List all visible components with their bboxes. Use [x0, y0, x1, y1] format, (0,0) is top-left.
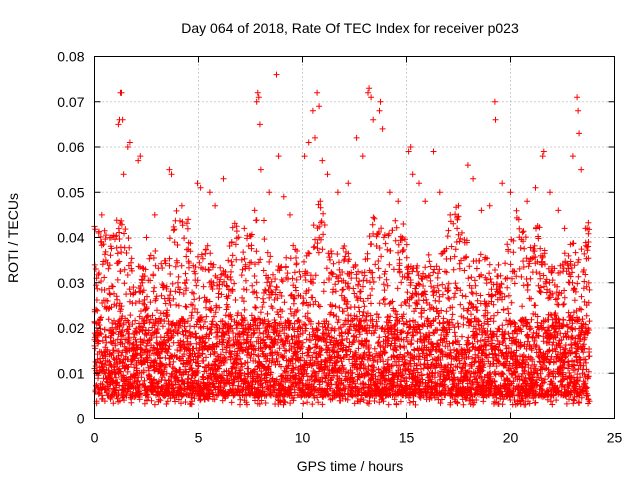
x-tick-label: 15	[399, 430, 415, 446]
y-tick-label: 0.06	[57, 139, 84, 155]
y-tick-label: 0	[77, 411, 85, 427]
y-axis-label: ROTI / TECUs	[5, 193, 21, 283]
x-axis-label: GPS time / hours	[297, 458, 404, 474]
y-tick-label: 0.03	[57, 275, 84, 291]
x-tick-label: 25	[607, 430, 623, 446]
y-tick-label: 0.01	[57, 365, 84, 381]
data-points	[91, 71, 593, 408]
x-tick-label: 10	[295, 430, 311, 446]
y-tick-label: 0.08	[57, 49, 84, 65]
x-tick-label: 5	[195, 430, 203, 446]
y-tick-label: 0.07	[57, 94, 84, 110]
chart-title: Day 064 of 2018, Rate Of TEC Index for r…	[181, 20, 519, 36]
y-tick-label: 0.04	[57, 230, 84, 246]
x-tick-labels: 0 5 10 15 20 25	[91, 430, 623, 446]
y-tick-label: 0.05	[57, 184, 84, 200]
y-tick-labels: 0 0.01 0.02 0.03 0.04 0.05 0.06 0.07 0.08	[57, 49, 84, 427]
x-tick-label: 0	[91, 430, 99, 446]
axis-ticks	[94, 56, 615, 419]
series-marks	[91, 71, 593, 408]
x-tick-label: 20	[503, 430, 519, 446]
y-tick-label: 0.02	[57, 320, 84, 336]
